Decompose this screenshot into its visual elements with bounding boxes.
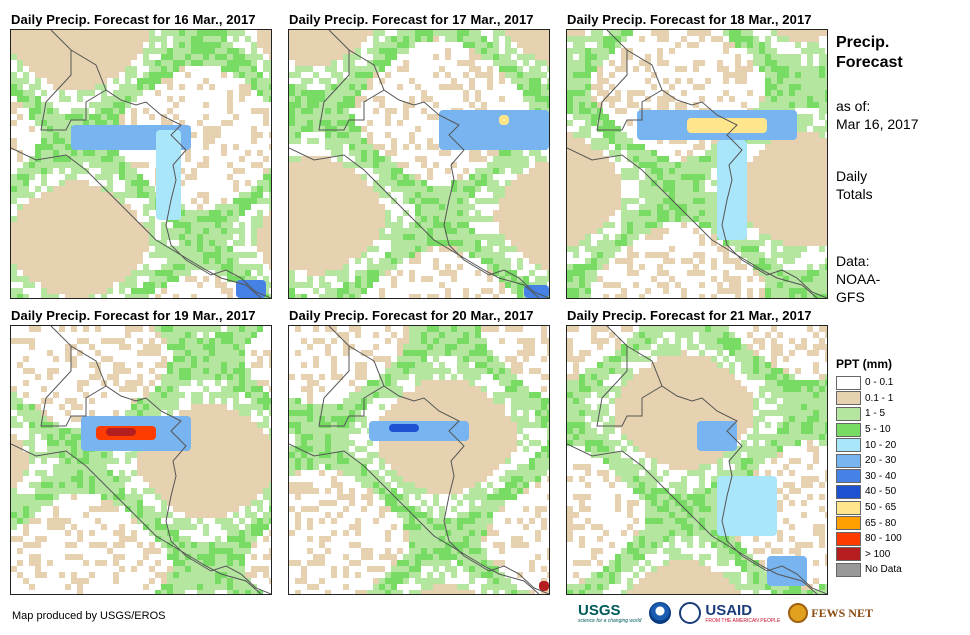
panel-title-1: Daily Precip. Forecast for 16 Mar., 2017 — [11, 12, 256, 27]
legend-swatch — [836, 438, 861, 453]
data-line2: NOAA- — [836, 271, 881, 287]
legend-swatch — [836, 422, 861, 437]
usgs-logo: USGS science for a changing world — [578, 603, 641, 624]
legend-swatch — [836, 453, 861, 468]
side-data-source: Data: NOAA- GFS — [836, 252, 880, 306]
legend-label: No Data — [865, 564, 902, 576]
data-line1: Data: — [836, 253, 870, 269]
legend-label: 40 - 50 — [865, 486, 897, 498]
panel-title-3: Daily Precip. Forecast for 18 Mar., 2017 — [567, 12, 812, 27]
panel-title-4: Daily Precip. Forecast for 19 Mar., 2017 — [11, 308, 256, 323]
legend-swatch — [836, 469, 861, 484]
legend-title: PPT (mm) — [836, 357, 893, 371]
legend-swatch — [836, 406, 861, 421]
legend-label: > 100 — [865, 548, 891, 560]
map-panel-3 — [566, 29, 828, 299]
legend-swatch — [836, 484, 861, 499]
legend-item: > 100 — [836, 547, 902, 563]
legend-label: 0.1 - 1 — [865, 392, 894, 404]
legend-label: 20 - 30 — [865, 455, 897, 467]
panel-title-5: Daily Precip. Forecast for 20 Mar., 2017 — [289, 308, 534, 323]
usaid-logo-text: USAID — [705, 601, 753, 619]
legend-label: 65 - 80 — [865, 517, 897, 529]
panel-title-6: Daily Precip. Forecast for 21 Mar., 2017 — [567, 308, 812, 323]
legend: 0 - 0.1 0.1 - 1 1 - 5 5 - 10 10 - 20 20 - 30 3… — [836, 375, 902, 578]
map-panel-5 — [288, 325, 550, 595]
side-asof: as of: Mar 16, 2017 — [836, 97, 919, 133]
legend-label: 0 - 0.1 — [865, 377, 894, 389]
panel-title-2: Daily Precip. Forecast for 17 Mar., 2017 — [289, 12, 534, 27]
legend-item: 0 - 0.1 — [836, 375, 902, 391]
usaid-tagline: FROM THE AMERICAN PEOPLE — [705, 617, 781, 624]
legend-item: 20 - 30 — [836, 453, 902, 469]
fewsnet-logo: FEWS NET — [788, 603, 873, 623]
fewsnet-logo-text: FEWS NET — [811, 605, 873, 620]
legend-label: 50 - 65 — [865, 502, 897, 514]
usaid-logo: USAID FROM THE AMERICAN PEOPLE — [679, 602, 780, 624]
asof-label: as of: — [836, 98, 871, 114]
asof-date: Mar 16, 2017 — [836, 116, 919, 132]
legend-item: 10 - 20 — [836, 437, 902, 453]
legend-swatch — [836, 531, 861, 546]
map-credit: Map produced by USGS/EROS — [12, 610, 166, 622]
legend-item: 80 - 100 — [836, 531, 902, 547]
legend-swatch — [836, 391, 861, 406]
side-title-line2: Forecast — [836, 54, 903, 71]
legend-item: 30 - 40 — [836, 469, 902, 485]
usaid-seal-icon — [679, 602, 702, 624]
legend-item: 0.1 - 1 — [836, 391, 902, 407]
legend-label: 80 - 100 — [865, 533, 902, 545]
usgs-logo-text: USGS — [578, 601, 621, 619]
map-panel-2 — [288, 29, 550, 299]
noaa-logo-icon — [649, 602, 672, 624]
legend-item: No Data — [836, 562, 902, 578]
legend-item: 40 - 50 — [836, 484, 902, 500]
data-line3: GFS — [836, 289, 865, 305]
map-panel-4 — [10, 325, 272, 595]
side-totals: Daily Totals — [836, 167, 873, 203]
legend-label: 1 - 5 — [865, 408, 886, 420]
legend-swatch — [836, 500, 861, 515]
legend-item: 5 - 10 — [836, 422, 902, 438]
totals-line1: Daily — [836, 168, 868, 184]
side-title-line1: Precip. — [836, 34, 890, 51]
legend-swatch — [836, 547, 861, 562]
legend-item: 50 - 65 — [836, 500, 902, 516]
legend-item: 65 - 80 — [836, 515, 902, 531]
map-panel-6 — [566, 325, 828, 595]
logo-strip: USGS science for a changing world USAID … — [578, 602, 873, 624]
legend-item: 1 - 5 — [836, 406, 902, 422]
fewsnet-globe-icon — [788, 603, 809, 623]
legend-label: 5 - 10 — [865, 424, 891, 436]
legend-label: 30 - 40 — [865, 470, 897, 482]
legend-swatch — [836, 375, 861, 390]
totals-line2: Totals — [836, 186, 873, 202]
legend-swatch — [836, 516, 861, 531]
usgs-tagline: science for a changing world — [578, 617, 642, 624]
map-panel-1 — [10, 29, 272, 299]
legend-label: 10 - 20 — [865, 439, 897, 451]
legend-swatch — [836, 562, 861, 577]
side-title: Precip. Forecast — [836, 33, 903, 73]
